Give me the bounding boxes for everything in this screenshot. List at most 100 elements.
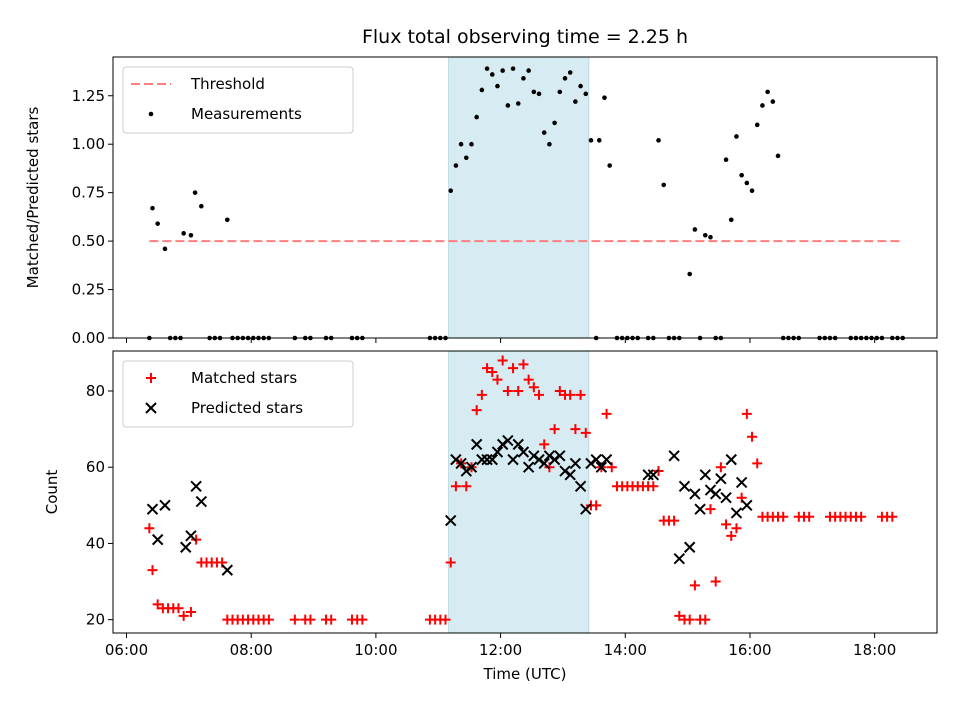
matched-stars-point	[144, 523, 155, 534]
matched-stars-point	[674, 610, 685, 621]
predicted-stars-point	[647, 469, 660, 481]
measurement-point	[708, 234, 713, 240]
matched-stars-point	[705, 504, 716, 515]
matched-stars-point	[549, 424, 560, 435]
matched-stars-point	[185, 607, 196, 618]
matched-stars-point	[326, 614, 337, 625]
matched-stars-point	[147, 565, 158, 576]
y-tick-label: 60	[86, 458, 105, 476]
measurement-point	[723, 157, 729, 163]
measurement-point	[588, 138, 594, 143]
matched-stars-point	[591, 500, 602, 511]
predicted-stars-point	[185, 530, 197, 542]
matched-stars-point	[539, 439, 550, 450]
predicted-stars-point	[699, 469, 711, 481]
measurement-point	[557, 89, 563, 95]
measurement-point	[521, 76, 526, 81]
measurement-point	[188, 232, 194, 238]
predicted-stars-point	[146, 503, 159, 515]
matched-stars-point	[648, 481, 659, 492]
legend-label: Matched stars	[191, 369, 297, 387]
matched-stars-point	[178, 610, 189, 621]
observing-window-span	[448, 56, 590, 339]
measurement-point	[562, 76, 568, 81]
measurement-point	[489, 72, 495, 77]
matched-stars-point	[669, 515, 680, 526]
bottom-axes: 06:00 08:00 10:00 12:00 14:00 16:00 18:00 20 40 6…	[43, 350, 938, 683]
matched-stars-point	[804, 511, 815, 522]
measurement-point	[744, 180, 750, 186]
predicted-stars-point	[730, 507, 743, 519]
predicted-stars-point	[694, 503, 706, 515]
predicted-stars-point	[725, 453, 737, 466]
predicted-stars-point	[470, 438, 483, 451]
predicted-stars-point	[180, 541, 192, 553]
matched-stars-point	[684, 614, 695, 625]
measurement-point	[728, 217, 734, 223]
predicted-stars-point	[574, 480, 587, 492]
matched-stars-point	[173, 603, 184, 614]
measurement-point	[578, 83, 583, 89]
predicted-stars-point	[668, 450, 680, 462]
matched-stars-point	[487, 366, 498, 377]
predicted-stars-point	[590, 453, 602, 466]
measurement-point	[749, 188, 755, 194]
measurement-point	[192, 190, 198, 195]
matched-stars-point	[357, 614, 368, 625]
matched-stars-point	[741, 408, 752, 419]
x-tick-label: 18:00	[853, 641, 896, 659]
predicted-stars-point	[444, 514, 457, 527]
legend-plus-swatch	[146, 373, 156, 383]
predicted-stars-point	[569, 457, 582, 470]
matched-stars-point	[305, 614, 316, 625]
measurement-point	[596, 138, 602, 143]
x-tick-label: 08:00	[230, 641, 273, 659]
matched-stars-point	[856, 511, 867, 522]
y-tick-label: 0.50	[72, 232, 105, 250]
measurement-point	[526, 68, 531, 73]
measurement-point	[552, 120, 557, 126]
matched-stars-point	[601, 408, 612, 419]
y-tick-label: 1.00	[72, 135, 105, 153]
measurement-point	[510, 66, 516, 71]
y-tick-label: 0.00	[72, 329, 105, 347]
predicted-stars-point	[595, 461, 608, 473]
x-tick-label: 06:00	[105, 641, 148, 659]
measurement-point	[536, 91, 542, 97]
measurement-point	[531, 89, 537, 95]
x-tick-label: 12:00	[479, 641, 522, 659]
measurement-point	[770, 99, 776, 104]
matched-stars-point	[445, 557, 456, 568]
measurement-point	[199, 203, 204, 209]
predicted-stars-point	[600, 453, 613, 466]
measurement-point	[656, 138, 661, 143]
y-tick-label: 0.75	[72, 184, 105, 202]
measurement-point	[541, 130, 547, 135]
measurement-point	[739, 172, 744, 178]
legend: Threshold Measurements	[122, 66, 354, 134]
measurement-point	[150, 205, 155, 211]
matched-stars-point	[565, 389, 576, 400]
measurement-point	[155, 221, 160, 226]
matched-stars-point	[752, 458, 763, 469]
legend-x-swatch	[145, 402, 157, 414]
measurement-point	[661, 182, 667, 188]
predicted-stars-point	[709, 488, 722, 500]
legend: Matched stars Predicted stars	[122, 360, 354, 428]
matched-stars-point	[726, 530, 737, 541]
predicted-stars-point	[735, 476, 748, 489]
matched-stars-point	[523, 374, 534, 385]
predicted-stars-point	[221, 564, 234, 576]
predicted-stars-point	[512, 438, 524, 451]
matched-stars-point	[715, 462, 726, 473]
predicted-stars-point	[491, 446, 504, 458]
matched-stars-point	[461, 481, 472, 492]
x-tick-label: 16:00	[728, 641, 771, 659]
measurement-point	[734, 134, 739, 139]
measurement-point	[515, 101, 521, 106]
predicted-stars-point	[554, 450, 566, 462]
y-axis-label: Count	[43, 470, 61, 515]
matched-stars-point	[700, 614, 711, 625]
matched-stars-point	[263, 614, 274, 625]
